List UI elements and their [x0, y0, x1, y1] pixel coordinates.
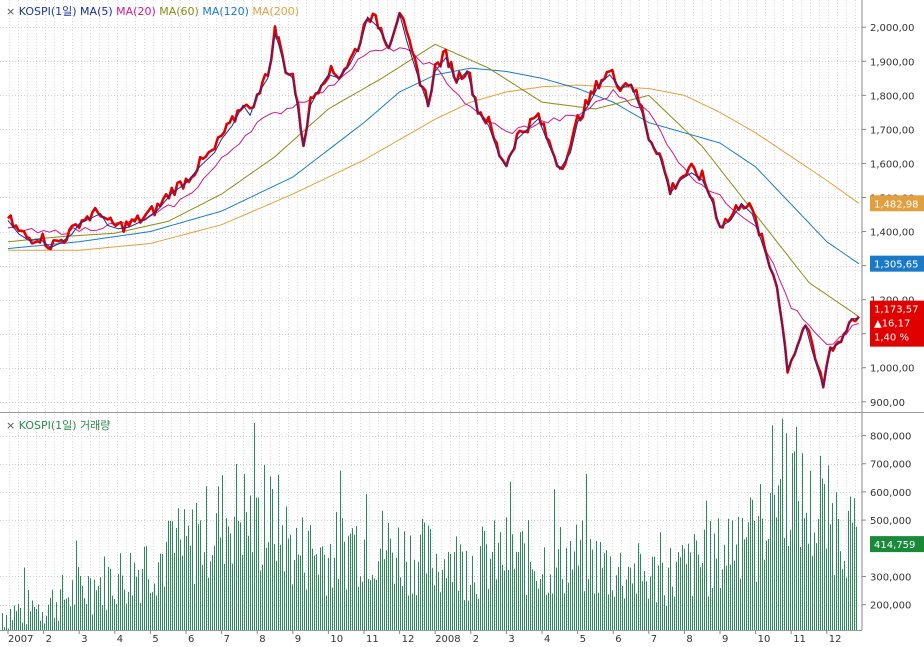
x-tick-label: 3	[508, 634, 514, 645]
x-tick-label: 2008	[435, 634, 460, 645]
volume-tick-label: 600,000	[870, 488, 911, 499]
series-line-kospi-1-	[7, 11, 860, 389]
y-tick-label: 1,400,00	[870, 228, 915, 239]
legend-close-icon[interactable]: ×	[6, 5, 19, 18]
y-tick-label: 900,00	[870, 398, 905, 409]
series-line-ma-120-	[7, 67, 860, 265]
x-tick-label: 10	[758, 634, 771, 645]
legend-item: MA(120)	[199, 5, 249, 18]
x-tick-label: 9	[295, 634, 301, 645]
legend-text: × KOSPI(1일) MA(5) MA(20) MA(60) MA(120) …	[6, 4, 299, 18]
price-tags: 1,482,98 1,305,65 1,173,57 ▲16,17 1,40 % 414,…	[870, 195, 924, 553]
legend-text: × KOSPI(1일) 거래량	[6, 418, 110, 432]
x-tick-label: 11	[793, 634, 806, 645]
series-line-ma-5	[7, 11, 859, 387]
volume-bars	[2, 418, 857, 630]
series-line-ma-20-	[7, 46, 859, 345]
series-line-ma-60-	[7, 43, 860, 318]
volume-tick-label: 200,000	[870, 601, 911, 612]
x-tick-label: 12	[829, 634, 842, 645]
price-tag-label: 1,482,98	[874, 199, 919, 210]
y-tick-label: 1,600,00	[870, 159, 915, 170]
current-price-box	[870, 300, 924, 347]
x-tick-label: 3	[81, 634, 87, 645]
volume-tick-label: 300,000	[870, 572, 911, 583]
legend-item: KOSPI(1일) 거래량	[19, 418, 111, 432]
volume-tick-label: 500,000	[870, 516, 911, 527]
legend-item: MA(200)	[249, 5, 299, 18]
current-price-label: 1,173,57	[874, 305, 919, 316]
x-tick-label: 7	[224, 634, 230, 645]
x-tick-label: 5	[152, 634, 158, 645]
legend-item: MA(20)	[113, 5, 156, 18]
x-tick-label: 6	[615, 634, 621, 645]
volume-legend: × KOSPI(1일) 거래량	[6, 418, 110, 432]
y-tick-label: 1,000,00	[870, 364, 915, 375]
price-tag-box	[870, 195, 924, 212]
x-tick-label: 7	[651, 634, 657, 645]
volume-tag-box	[870, 536, 924, 553]
x-tick-label: 4	[544, 634, 550, 645]
x-tick-label: 8	[686, 634, 692, 645]
y-tick-label: 2,000,00	[870, 23, 915, 34]
current-price-label: ▲16,17	[874, 319, 910, 330]
volume-tag-label: 414,759	[874, 540, 915, 551]
volume-tick-label: 700,000	[870, 460, 911, 471]
x-tick-labels: 2007 2 3 4 5 6 7 8 9 10 11 12 2008 2 3 4 5 6 7 8 9 10 11 12	[7, 630, 842, 645]
x-tick-label: 10	[330, 634, 343, 645]
x-tick-label: 12	[402, 634, 415, 645]
x-tick-label: 2	[46, 634, 52, 645]
x-tick-label: 2007	[8, 634, 33, 645]
x-tick-label: 11	[366, 634, 379, 645]
x-tick-label: 6	[188, 634, 194, 645]
legend-item: KOSPI(1일)	[19, 4, 77, 18]
x-tick-label: 8	[259, 634, 265, 645]
x-tick-label: 9	[722, 634, 728, 645]
price-tag-label: 1,305,65	[874, 260, 919, 271]
price-lines	[7, 11, 860, 389]
x-tick-label: 4	[117, 634, 123, 645]
legend-item: MA(60)	[156, 5, 199, 18]
price-legend: × KOSPI(1일) MA(5) MA(20) MA(60) MA(120) …	[6, 4, 299, 18]
price-tag-box	[870, 255, 924, 272]
current-price-label: 1,40 %	[874, 333, 909, 344]
series-line-ma-200-	[8, 84, 860, 251]
y-tick-label: 1,800,00	[870, 91, 915, 102]
legend-item: MA(5)	[77, 5, 113, 18]
x-tick-label: 2	[473, 634, 479, 645]
y-tick-label: 1,900,00	[870, 57, 915, 68]
x-tick-label: 5	[580, 634, 586, 645]
legend-close-icon[interactable]: ×	[6, 419, 19, 432]
y-tick-label: 1,700,00	[870, 125, 915, 136]
volume-tick-label: 800,000	[870, 432, 911, 443]
axes	[0, 0, 924, 631]
